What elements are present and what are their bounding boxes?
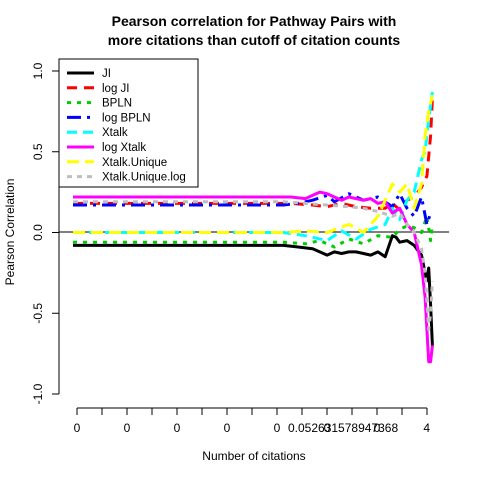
series-layer — [73, 91, 434, 364]
series-line-xtalk-unique-log — [73, 200, 434, 331]
y-tick-label: -1.0 — [31, 383, 45, 404]
legend-label: JI — [102, 68, 111, 80]
x-tick-label: 0 — [174, 421, 181, 435]
x-tick-label: 4 — [423, 421, 430, 435]
legend-label: log JI — [102, 83, 130, 95]
legend-box — [58, 58, 199, 188]
legend: JI log JI BPLN log BPLN Xtalk log Xtalk Xtalk.… — [58, 58, 199, 188]
series-line-log-bpln — [73, 192, 434, 226]
series-line-log-ji — [73, 98, 434, 212]
y-tick-label: -0.5 — [31, 303, 45, 324]
legend-label: log Xtalk — [102, 142, 146, 154]
x-tick-label: 0 — [274, 421, 281, 435]
legend-label: Xtalk.Unique — [102, 157, 167, 169]
legend-label: log BPLN — [102, 112, 151, 124]
x-axis-ticks: 0 0 0 0 0 0 00.052631578947368 4 — [74, 408, 430, 435]
x-tick-label: 0 — [374, 421, 381, 435]
legend-label: BPLN — [102, 98, 132, 110]
series-line-log-xtalk — [73, 190, 434, 364]
x-tick-label: 0 — [324, 421, 331, 435]
legend-label: Xtalk.Unique.log — [102, 172, 186, 184]
y-tick-label: 0.0 — [31, 224, 45, 241]
x-tick-label: 0 — [224, 421, 231, 435]
y-axis-label: Pearson Correlation — [3, 179, 17, 286]
y-tick-label: 1.0 — [31, 62, 45, 79]
legend-label: Xtalk — [102, 127, 128, 139]
x-tick-label: 0 — [124, 421, 131, 435]
series-line-xtalk-unique — [73, 94, 434, 234]
x-tick-label: 0.052631578947368 — [288, 421, 398, 435]
series-line-ji — [73, 234, 434, 346]
chart-title-line-1: Pearson correlation for Pathway Pairs wi… — [112, 13, 397, 29]
y-tick-label: 0.5 — [31, 143, 45, 160]
x-tick-label: 0 — [74, 421, 81, 435]
y-axis-ticks: 1.0 0.5 0.0 -0.5 -1.0 — [31, 62, 59, 404]
legend-items: JI log JI BPLN log BPLN Xtalk log Xtalk Xtalk.… — [67, 68, 186, 184]
chart-title-line-2: more citations than cutoff of citation c… — [108, 32, 401, 48]
x-axis-label: Number of citations — [202, 449, 305, 463]
